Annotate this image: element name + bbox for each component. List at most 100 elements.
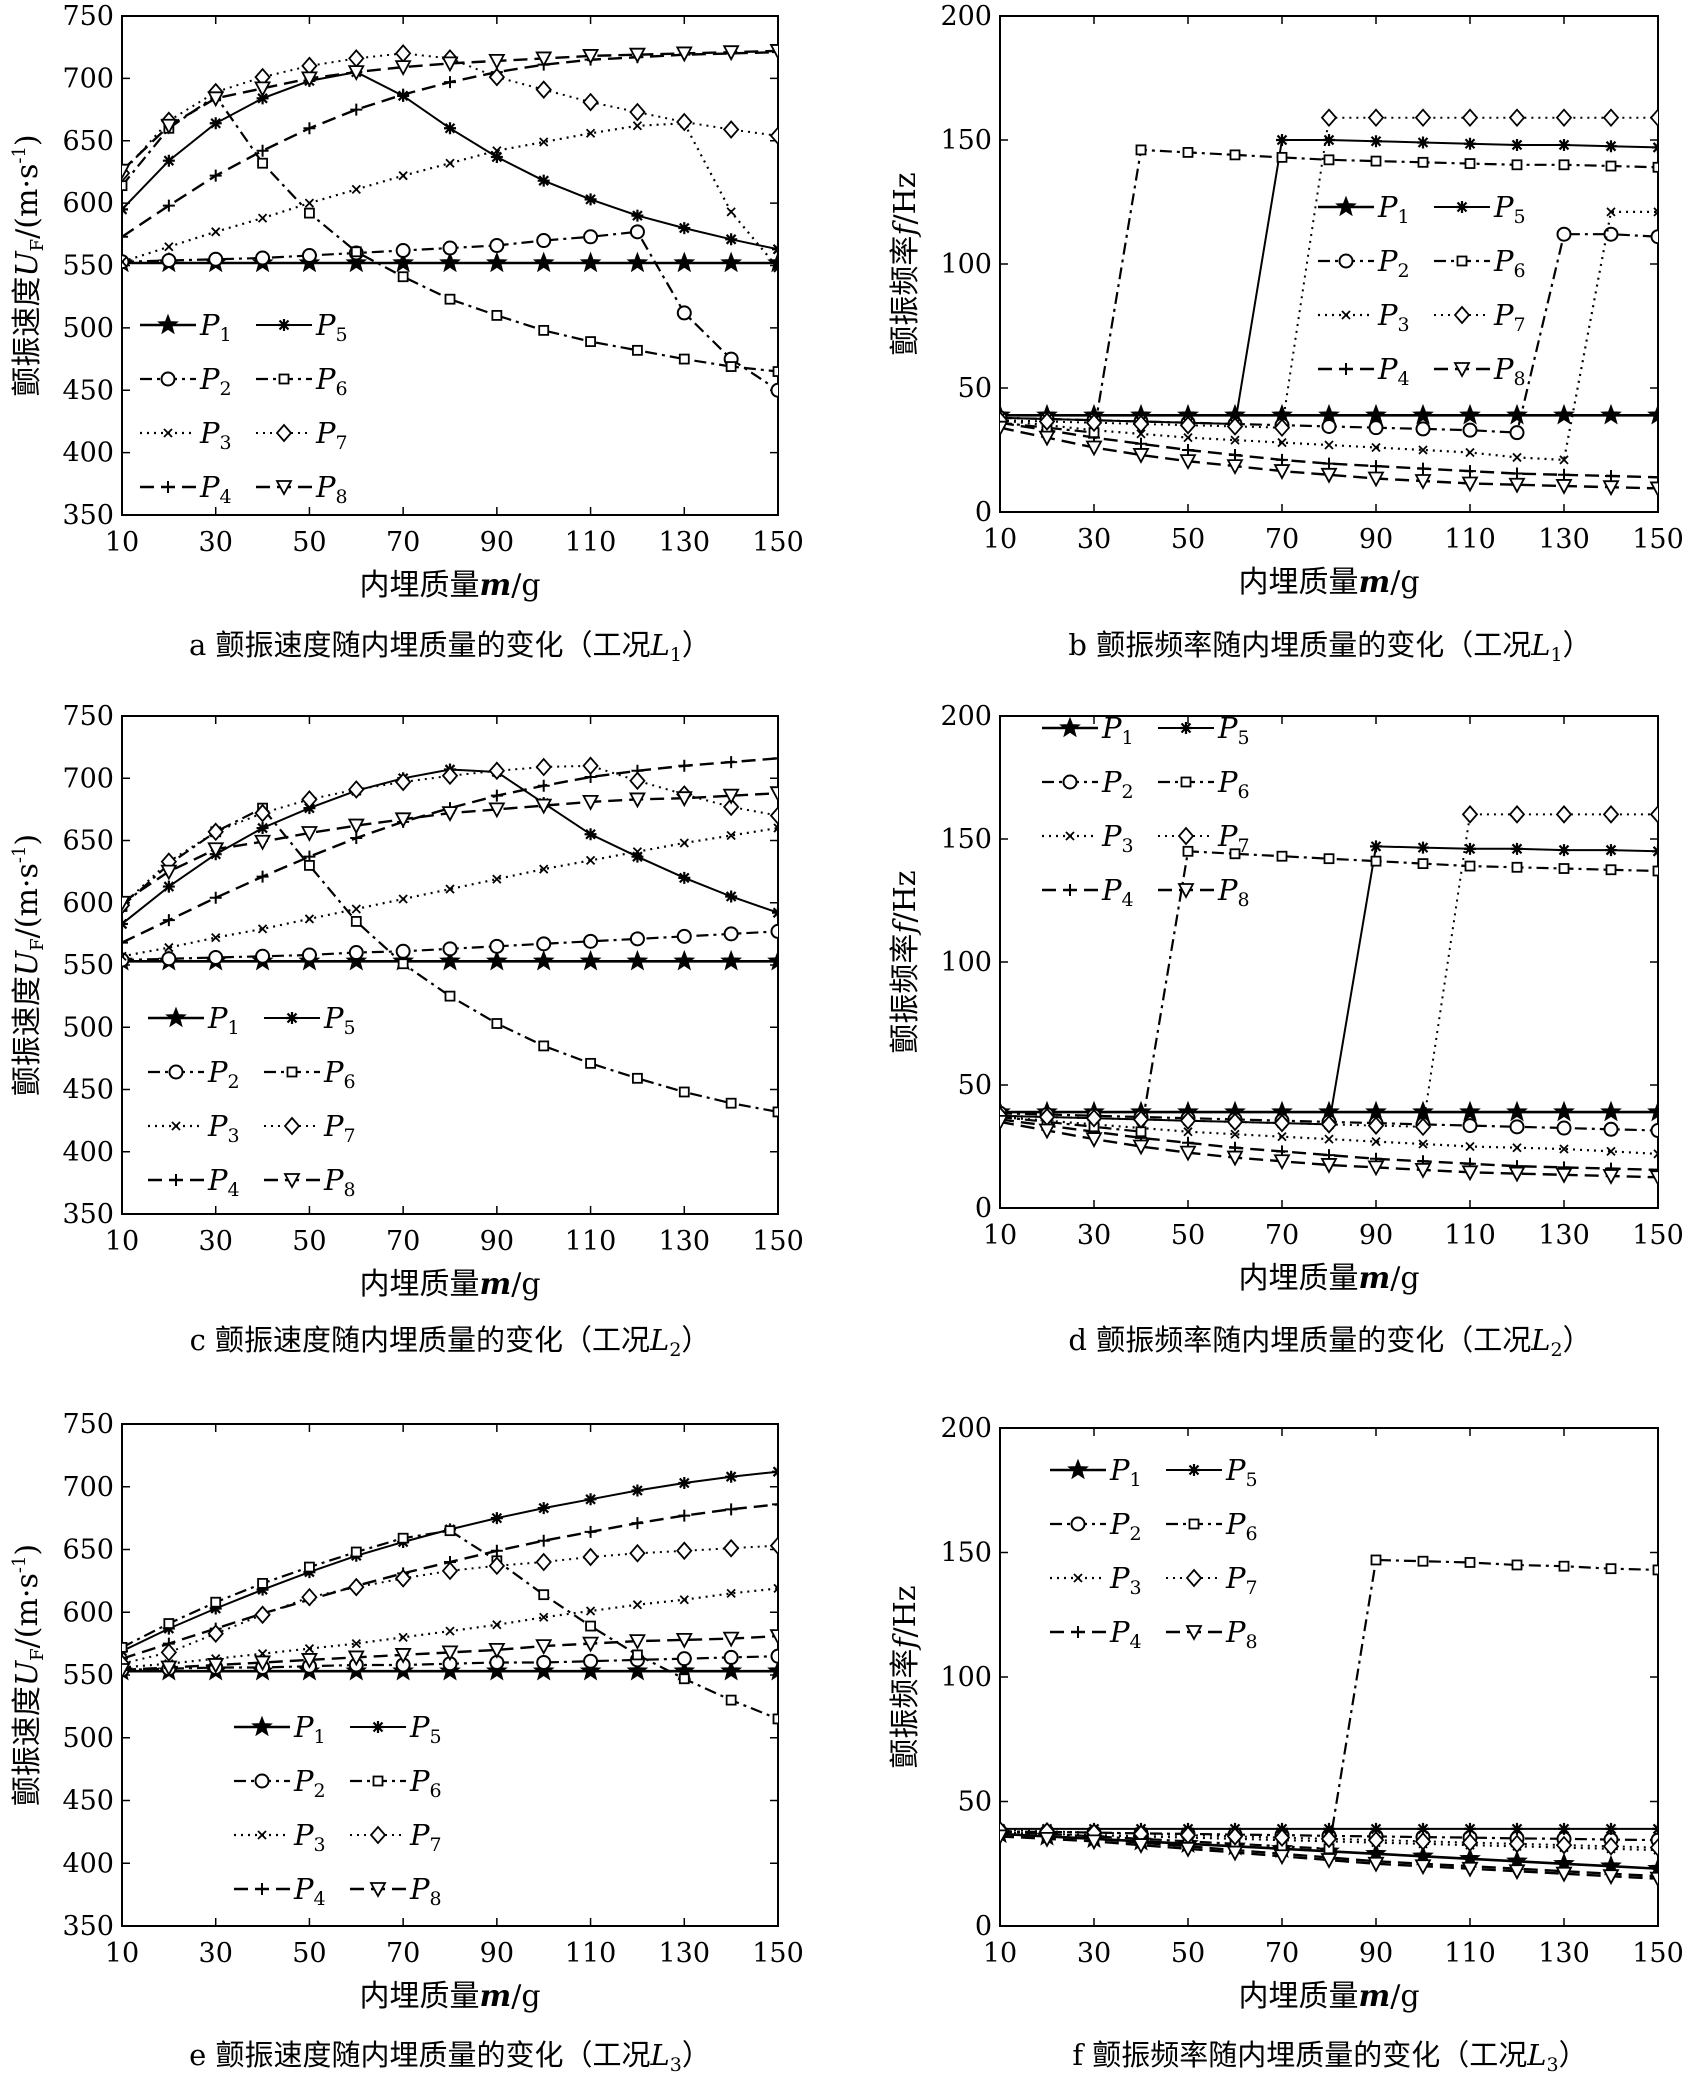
series-line-p6 xyxy=(122,94,778,373)
data-point-p8 xyxy=(1508,1864,1526,1881)
data-point-p3 xyxy=(1512,452,1522,463)
x-tick-label: 30 xyxy=(199,1226,233,1257)
data-point-p7 xyxy=(1508,108,1526,128)
data-point-p8 xyxy=(1132,448,1150,464)
data-point-p4 xyxy=(1417,462,1429,475)
data-point-p6 xyxy=(678,1086,690,1098)
data-point-p6 xyxy=(304,207,315,219)
x-tick-label: 130 xyxy=(659,1938,711,1969)
data-point-p8 xyxy=(1555,1866,1573,1883)
y-tick-label: 100 xyxy=(940,249,992,280)
legend-label: P1 xyxy=(293,1710,326,1748)
data-point-p2 xyxy=(1650,1123,1658,1139)
y-tick-label: 750 xyxy=(62,701,114,732)
series-p5 xyxy=(1000,840,1658,1131)
data-point-p8 xyxy=(628,1634,646,1651)
y-tick-label: 150 xyxy=(940,1538,992,1569)
data-point-p8 xyxy=(394,812,412,829)
data-point-p7 xyxy=(1602,108,1620,128)
data-point-p4 xyxy=(162,199,175,212)
chart-caption: e 颤振速度随内埋质量的变化（工况L3） xyxy=(189,2038,711,2076)
data-point-p8 xyxy=(488,1643,506,1659)
data-point-p5 xyxy=(1511,1822,1523,1835)
legend-marker xyxy=(1188,1464,1200,1476)
data-point-p3 xyxy=(492,1620,502,1630)
data-point-p8 xyxy=(347,818,365,835)
series-p6 xyxy=(122,1525,778,1725)
data-point-p2 xyxy=(676,928,692,944)
y-tick-label: 400 xyxy=(62,1848,114,1879)
data-point-p8 xyxy=(254,81,272,98)
data-point-p5 xyxy=(725,890,738,903)
legend-label: P8 xyxy=(323,1163,356,1201)
data-point-p7 xyxy=(1555,108,1573,128)
data-point-p5 xyxy=(162,154,175,167)
data-point-p1 xyxy=(439,251,461,273)
data-point-p4 xyxy=(1605,470,1617,483)
legend-marker xyxy=(254,1773,270,1789)
y-tick-label: 500 xyxy=(62,1012,114,1043)
data-point-p1 xyxy=(532,949,555,971)
data-point-p7 xyxy=(1320,1829,1338,1849)
data-point-p5 xyxy=(725,233,738,246)
data-point-p3 xyxy=(1277,1132,1287,1142)
series-p2 xyxy=(122,923,778,968)
data-point-p6 xyxy=(1182,845,1194,857)
data-point-p5 xyxy=(678,871,691,884)
data-point-p6 xyxy=(350,916,362,927)
legend-label: P1 xyxy=(1377,190,1410,228)
legend-marker xyxy=(1341,310,1351,320)
data-point-p2 xyxy=(583,933,599,949)
data-point-p6 xyxy=(538,324,550,336)
data-point-p3 xyxy=(1559,455,1569,465)
data-point-p2 xyxy=(1556,1120,1572,1136)
x-tick-label: 110 xyxy=(1444,1220,1496,1251)
data-point-p8 xyxy=(535,1639,553,1656)
legend-marker xyxy=(257,1830,267,1840)
y-tick-label: 150 xyxy=(940,824,992,855)
legend-label: P4 xyxy=(199,470,232,508)
data-point-p8 xyxy=(1602,1869,1620,1886)
data-point-p3 xyxy=(304,198,315,208)
data-point-p6 xyxy=(304,860,315,871)
legend-marker xyxy=(1177,826,1195,846)
x-tick-label: 10 xyxy=(105,1938,139,1969)
x-tick-label: 70 xyxy=(386,1938,420,1969)
legend-marker xyxy=(1338,253,1354,269)
chart-b: 0 50 100 150 200 10 30 50 70 90 110 130 150 内埋质量m/g 颤振… xyxy=(888,1,1684,666)
legend-marker xyxy=(251,1715,273,1737)
data-point-p8 xyxy=(1179,1145,1197,1162)
data-point-p5 xyxy=(1464,842,1476,855)
data-point-p5 xyxy=(772,1465,778,1478)
legend-marker xyxy=(1180,722,1192,734)
y-tick-label: 150 xyxy=(940,125,992,156)
legend-marker xyxy=(1073,1573,1083,1583)
series-line-p8 xyxy=(1000,426,1658,490)
data-point-p1 xyxy=(345,251,368,273)
data-point-p6 xyxy=(1370,1554,1382,1566)
data-point-p8 xyxy=(122,895,131,912)
x-tick-label: 150 xyxy=(1632,1220,1684,1251)
data-point-p6 xyxy=(1417,156,1429,168)
data-point-p4 xyxy=(537,779,550,792)
data-point-p8 xyxy=(160,864,178,881)
series-line-p6 xyxy=(122,1529,778,1720)
data-point-p2 xyxy=(161,253,177,269)
x-tick-label: 110 xyxy=(565,1938,617,1969)
data-point-p5 xyxy=(1605,844,1617,857)
data-point-p6 xyxy=(350,1546,362,1558)
legend-label: P7 xyxy=(1217,819,1250,857)
data-point-p2 xyxy=(1603,226,1619,242)
data-point-p2 xyxy=(629,224,645,240)
data-point-p6 xyxy=(772,1713,778,1725)
data-point-p7 xyxy=(1602,805,1620,824)
data-point-p7 xyxy=(1367,108,1385,128)
data-point-p5 xyxy=(256,1583,269,1596)
data-point-p3 xyxy=(1606,207,1616,217)
x-tick-label: 10 xyxy=(105,1226,139,1257)
data-point-p3 xyxy=(122,951,127,961)
x-tick-label: 90 xyxy=(480,1226,514,1257)
data-point-p4 xyxy=(678,759,691,772)
data-point-p6 xyxy=(257,1577,268,1589)
x-tick-label: 50 xyxy=(1171,1220,1205,1251)
